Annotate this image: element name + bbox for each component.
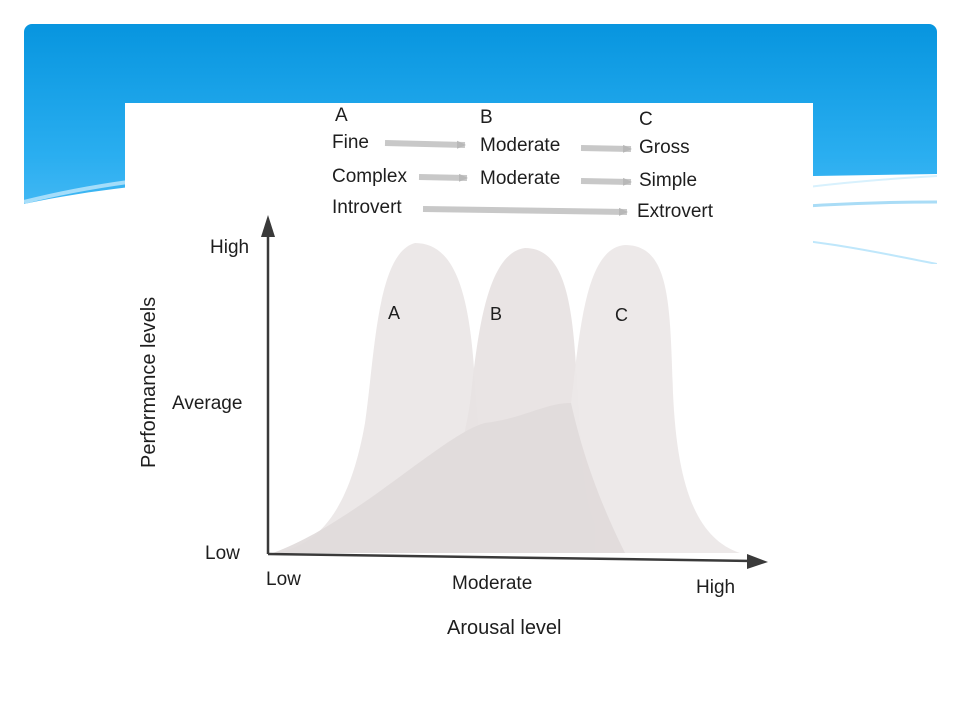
arousal-performance-diagram: A B C Fine Moderate Gross Complex Modera…: [125, 103, 813, 658]
x-axis-title: Arousal level: [447, 617, 562, 639]
arrow-moderate-to-simple: [580, 177, 632, 186]
personality-extrovert-label: Extrovert: [637, 201, 714, 222]
x-tick-high: High: [696, 577, 735, 598]
curve-label-c: C: [615, 305, 628, 325]
arrow-fine-to-moderate: [384, 140, 466, 149]
task-simple-label: Simple: [639, 170, 697, 191]
curve-label-b: B: [490, 304, 502, 324]
y-axis-title: Performance levels: [138, 297, 160, 468]
y-tick-high: High: [210, 237, 249, 258]
skill-gross-label: Gross: [639, 137, 690, 158]
diagram-svg: A B C Fine Moderate Gross Complex Modera…: [138, 105, 768, 639]
y-tick-average: Average: [172, 393, 242, 414]
y-axis-arrowhead: [261, 215, 275, 237]
column-letter-c: C: [639, 109, 653, 130]
y-tick-low: Low: [205, 543, 240, 564]
personality-introvert-label: Introvert: [332, 197, 402, 218]
arrow-complex-to-moderate: [418, 173, 468, 182]
x-axis-line: [267, 552, 754, 563]
curve-label-a: A: [388, 303, 400, 323]
column-letter-b: B: [480, 107, 493, 128]
arrow-introvert-to-extrovert: [422, 206, 628, 216]
skill-moderate-label: Moderate: [480, 135, 560, 156]
task-complex-label: Complex: [332, 166, 407, 187]
skill-fine-label: Fine: [332, 132, 369, 153]
arrow-moderate-to-gross: [580, 144, 632, 153]
task-moderate-label: Moderate: [480, 168, 560, 189]
column-letter-a: A: [335, 105, 348, 126]
x-tick-low: Low: [266, 569, 301, 590]
x-tick-moderate: Moderate: [452, 573, 532, 594]
curve-overlap: [273, 403, 625, 553]
performance-curves: [273, 243, 740, 553]
x-axis-arrowhead: [747, 554, 768, 569]
curve-c: [415, 245, 740, 553]
